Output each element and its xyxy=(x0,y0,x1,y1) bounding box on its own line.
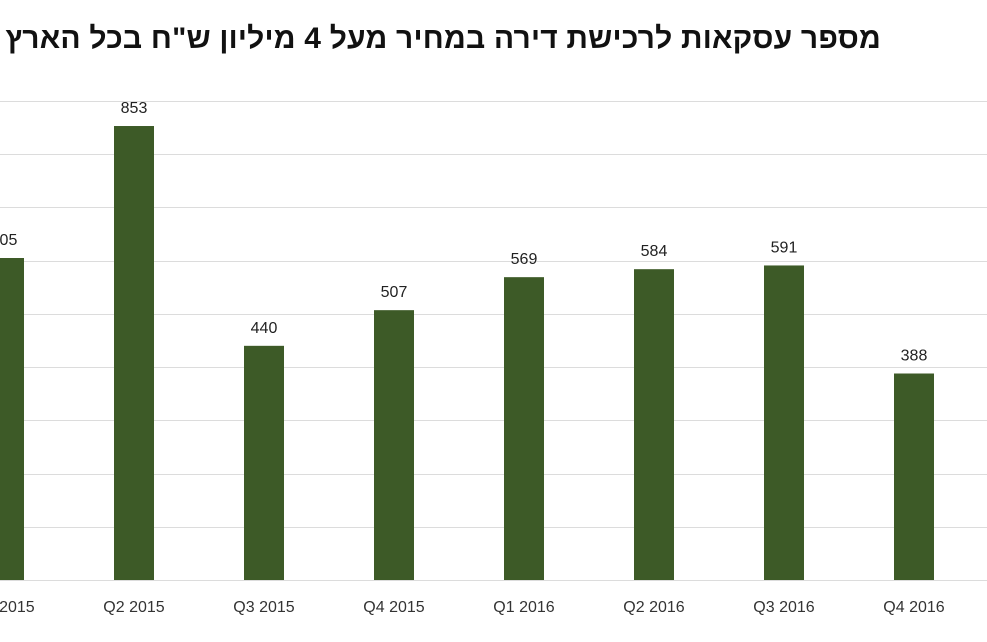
chart-title: מספר עסקאות לרכישת דירה במחיר מעל 4 מילי… xyxy=(5,22,881,55)
data-label: 584 xyxy=(641,243,668,260)
bar-q1-2016 xyxy=(504,277,544,580)
bar-q4-2015 xyxy=(374,310,414,580)
x-tick-label: Q1 2015 xyxy=(0,599,35,616)
data-label: 853 xyxy=(121,100,148,117)
data-label: 591 xyxy=(771,239,798,256)
bar-q4-2016 xyxy=(894,373,934,580)
data-label: 507 xyxy=(381,284,408,301)
bar-q3-2015 xyxy=(244,345,284,580)
data-label: 605 xyxy=(0,232,17,249)
data-labels: 605 853 440 507 569 584 591 388 xyxy=(0,100,927,364)
x-axis-ticks: Q1 2015 Q2 2015 Q3 2015 Q4 2015 Q1 2016 Q2 20… xyxy=(0,599,945,616)
x-tick-label: Q4 2015 xyxy=(363,599,424,616)
bar-q1-2015 xyxy=(0,258,24,580)
x-tick-label: Q3 2015 xyxy=(233,599,294,616)
bar-q2-2016 xyxy=(634,269,674,580)
x-tick-label: Q1 2016 xyxy=(493,599,554,616)
gridlines xyxy=(0,101,987,581)
bar-q3-2016 xyxy=(764,265,804,580)
data-label: 569 xyxy=(511,251,538,268)
x-tick-label: Q2 2015 xyxy=(103,599,164,616)
bar-q2-2015 xyxy=(114,126,154,581)
data-label: 440 xyxy=(251,320,278,337)
data-label: 388 xyxy=(901,347,928,364)
bars xyxy=(0,126,934,581)
x-tick-label: Q3 2016 xyxy=(753,599,814,616)
x-tick-label: Q4 2016 xyxy=(883,599,944,616)
x-tick-label: Q2 2016 xyxy=(623,599,684,616)
